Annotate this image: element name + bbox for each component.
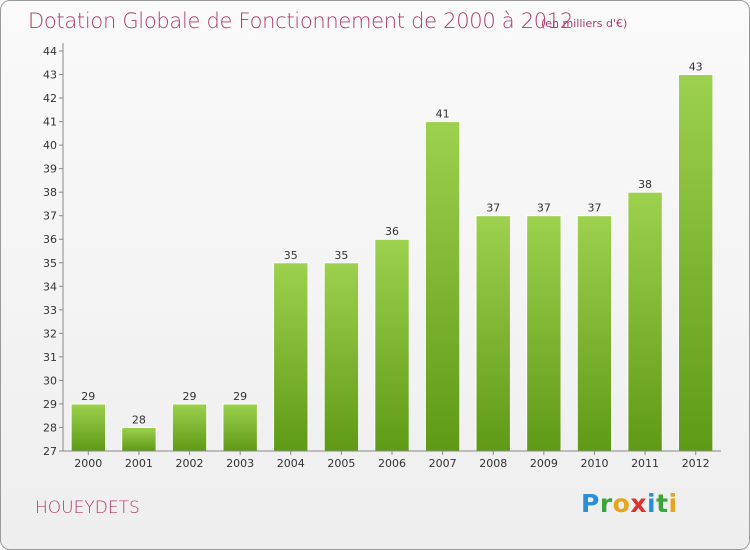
bar-2010 (576, 215, 613, 452)
x-tick-label-2006: 2006 (378, 457, 406, 470)
bar-2004 (273, 262, 309, 452)
bar-2011 (627, 191, 663, 452)
data-label-2009: 37 (537, 202, 551, 215)
chart-title: Dotation Globale de Fonctionnement de 20… (28, 9, 573, 33)
data-label-2007: 41 (436, 108, 450, 121)
x-tick-label-2012: 2012 (682, 457, 710, 470)
bar-2009 (526, 215, 562, 452)
y-tick-label-41: 41 (43, 116, 57, 129)
x-tick-label-2002: 2002 (176, 457, 204, 470)
data-label-2011: 38 (638, 178, 652, 191)
x-tick-label-2000: 2000 (74, 457, 102, 470)
bar-2006 (374, 238, 410, 452)
y-tick-label-28: 28 (43, 421, 57, 434)
y-tick-label-40: 40 (43, 139, 57, 152)
data-label-2008: 37 (486, 202, 500, 215)
data-label-2005: 35 (334, 249, 348, 262)
data-label-2002: 29 (183, 390, 197, 403)
data-label-2012: 43 (689, 61, 703, 74)
x-tick-label-2008: 2008 (479, 457, 507, 470)
y-tick-label-35: 35 (43, 257, 57, 270)
logo-letter: i (647, 489, 657, 518)
x-tick-label-2007: 2007 (429, 457, 457, 470)
data-label-2010: 37 (587, 202, 601, 215)
bar-2003 (222, 403, 258, 452)
y-tick-label-27: 27 (43, 445, 57, 458)
y-tick-label-33: 33 (43, 304, 57, 317)
x-tick-label-2003: 2003 (226, 457, 254, 470)
data-label-2003: 29 (233, 390, 247, 403)
y-tick-label-31: 31 (43, 351, 57, 364)
logo-letter: r (599, 489, 613, 518)
y-tick-label-39: 39 (43, 163, 57, 176)
y-tick-label-30: 30 (43, 374, 57, 387)
y-tick-label-37: 37 (43, 210, 57, 223)
x-tick-label-2005: 2005 (327, 457, 355, 470)
data-label-2006: 36 (385, 225, 399, 238)
y-tick-label-43: 43 (43, 69, 57, 82)
logo-letter: P (581, 489, 600, 518)
bar-2002 (171, 403, 208, 452)
bar-2001 (121, 426, 157, 452)
axes-group: 2000 2001 2002 2003 2004 2005 2006 2007 2008 2009… (43, 43, 721, 470)
logo-letter: x (630, 489, 647, 518)
y-tick-label-38: 38 (43, 186, 57, 199)
y-tick-label-36: 36 (43, 233, 57, 246)
data-label-2000: 29 (81, 390, 95, 403)
x-tick-label-2010: 2010 (580, 457, 608, 470)
y-tick-label-32: 32 (43, 327, 57, 340)
x-tick-label-2011: 2011 (631, 457, 659, 470)
y-tick-label-44: 44 (43, 45, 57, 58)
x-tick-label-2001: 2001 (125, 457, 153, 470)
logo-letter: i (668, 489, 678, 518)
logo-letter: o (612, 489, 631, 518)
bar-2007 (424, 121, 461, 452)
bar-2008 (475, 215, 511, 452)
bars-group: 29 28 29 29 35 35 36 41 37 37 37 38 43 (70, 61, 714, 452)
chart-subtitle: (en milliers d'€) (541, 17, 628, 30)
x-tick-label-2009: 2009 (530, 457, 558, 470)
bar-2005 (323, 262, 360, 452)
logo-letter: t (656, 489, 669, 518)
y-tick-label-42: 42 (43, 92, 57, 105)
proxiti-logo: Proxiti (581, 489, 678, 518)
data-label-2004: 35 (284, 249, 298, 262)
y-tick-label-34: 34 (43, 280, 57, 293)
bar-2012 (677, 74, 714, 452)
y-tick-label-29: 29 (43, 398, 57, 411)
x-tick-label-2004: 2004 (277, 457, 305, 470)
commune-name: HOUEYDETS (35, 498, 140, 518)
data-label-2001: 28 (132, 413, 146, 426)
bar-2000 (70, 403, 107, 452)
